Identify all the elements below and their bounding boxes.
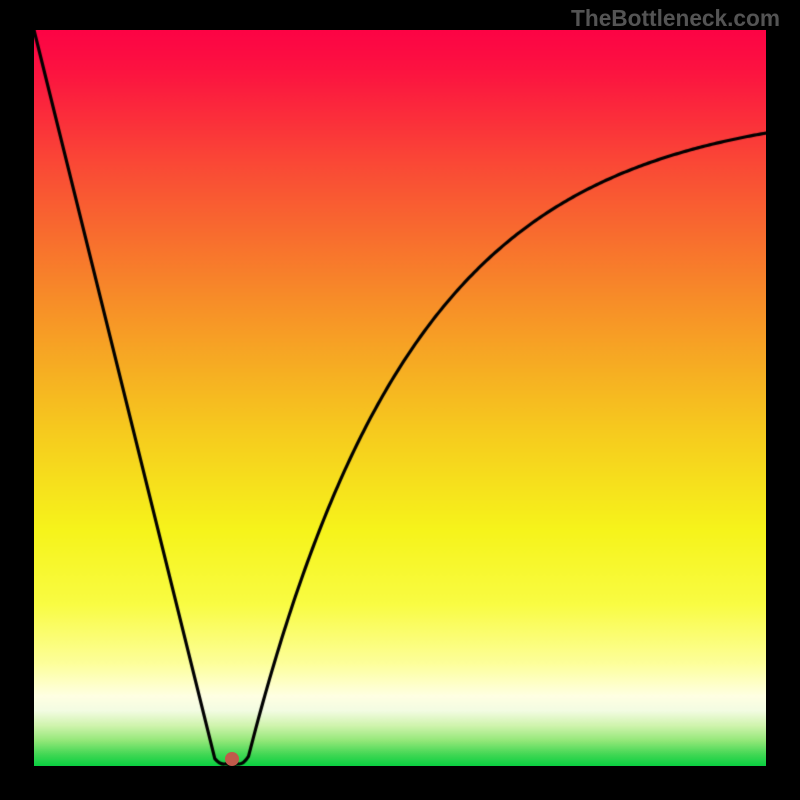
bottleneck-plot	[34, 30, 766, 766]
watermark-text: TheBottleneck.com	[571, 5, 780, 32]
bottleneck-curve	[34, 30, 766, 766]
optimal-point-marker	[225, 752, 239, 766]
